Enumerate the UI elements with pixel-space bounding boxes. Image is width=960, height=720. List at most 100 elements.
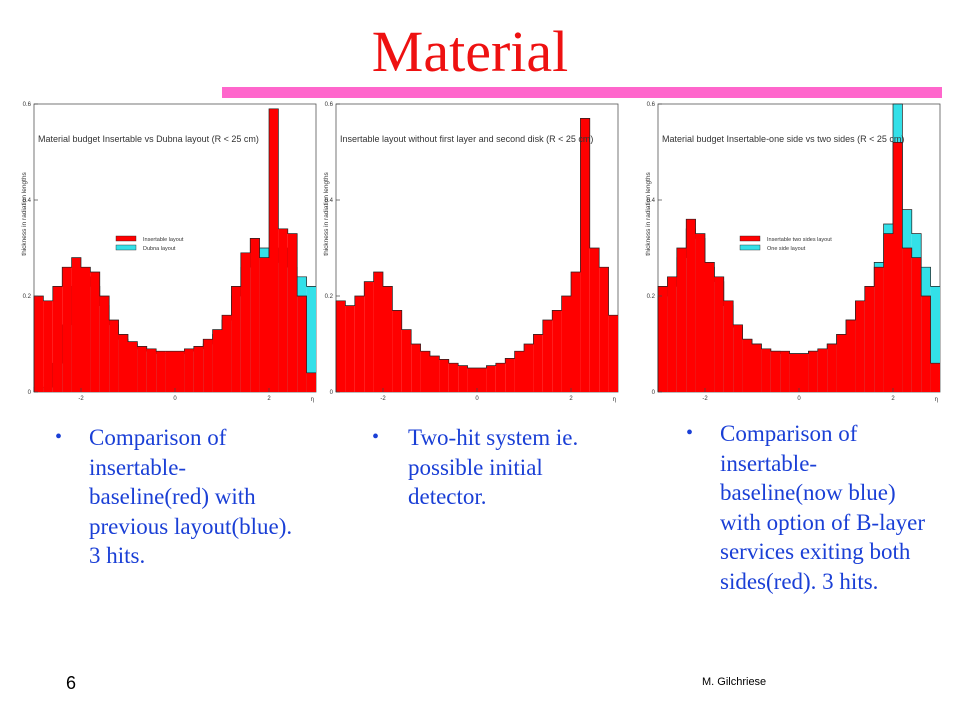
bar-red-1 [667, 276, 677, 392]
bar-red-0 [34, 296, 44, 392]
bar-red-16 [808, 351, 818, 392]
bar-red-12 [770, 351, 781, 392]
bar-red-1 [43, 300, 53, 392]
legend-label-blue: One side layout [767, 246, 806, 252]
bar-red-18 [827, 344, 837, 392]
slide-title: Material [371, 19, 569, 84]
series-outline-red [657, 142, 940, 392]
bar-red-0 [336, 300, 346, 392]
bar-red-17 [495, 363, 506, 392]
bar-red-5 [705, 262, 715, 392]
legend-label-blue: Dubna layout [143, 246, 176, 252]
bar-red-8 [411, 344, 421, 392]
bar-red-3 [364, 281, 374, 392]
bar-red-15 [477, 368, 487, 392]
bar-red-4 [373, 272, 383, 392]
legend-label-red: Insertable two sides layout [767, 237, 832, 243]
legend-swatch-blue [739, 244, 761, 251]
bullet-3: • Comparison of insertable-baseline(now … [686, 419, 936, 596]
x-axis-label: η [613, 397, 616, 403]
bullet-1-marker: • [55, 426, 63, 448]
bar-red-26 [580, 118, 590, 393]
bar-red-23 [874, 267, 884, 392]
bar-red-5 [383, 286, 393, 392]
bar-red-22 [864, 286, 875, 392]
legend-swatch-blue [115, 244, 137, 251]
bar-red-21 [231, 286, 241, 392]
legend-swatch-red [115, 235, 137, 242]
bar-red-5 [81, 267, 91, 392]
bar-red-25 [269, 108, 279, 393]
bar-red-18 [505, 358, 515, 392]
bar-red-19 [836, 334, 846, 392]
plot-title: Material budget Insertable-one side vs t… [662, 134, 904, 144]
y-tick-label: 0.6 [647, 102, 656, 108]
bar-red-11 [439, 359, 449, 392]
bullet-1-text: Comparison of insertable-baseline(red) w… [89, 425, 293, 568]
bar-red-10 [128, 341, 138, 392]
bar-red-28 [921, 296, 931, 392]
bar-red-13 [780, 351, 790, 392]
bar-red-18 [203, 339, 213, 392]
chart-panel-1: 0 0.2 0.4 0.6 -2 0 2 η thickness in radiation le… [20, 100, 330, 410]
bar-red-19 [212, 329, 222, 392]
bullet-2: • Two-hit system ie. possible initial de… [372, 423, 622, 512]
y-tick-label: 0 [330, 390, 334, 396]
chart-panel-3: 0 0.2 0.4 0.6 -2 0 2 η thickness in radiation le… [644, 100, 954, 410]
bar-red-7 [723, 300, 734, 392]
bar-red-13 [156, 351, 166, 392]
series-outline-red [33, 108, 316, 392]
series-outline-red [335, 118, 618, 392]
y-axis-label: thickness in radiation lengths [21, 172, 28, 256]
bar-red-29 [930, 363, 940, 392]
plot-title: Insertable layout without first layer an… [340, 134, 593, 144]
bar-red-19 [514, 351, 524, 392]
bar-red-27 [589, 248, 600, 392]
bar-red-6 [714, 276, 724, 392]
bar-red-11 [761, 348, 771, 392]
legend-swatch-red [739, 235, 761, 242]
bar-red-2 [52, 286, 63, 392]
x-tick-label: -2 [380, 396, 386, 402]
y-tick-label: 0.6 [325, 102, 334, 108]
x-tick-label: 0 [173, 396, 177, 402]
bar-red-29 [306, 372, 316, 392]
author-footer: M. Gilchriese [702, 676, 767, 688]
bullet-1: • Comparison of insertable-baseline(red)… [55, 423, 295, 571]
bar-red-13 [458, 365, 468, 392]
bar-red-9 [118, 334, 128, 392]
y-tick-label: 0 [28, 390, 32, 396]
bar-red-6 [90, 272, 100, 392]
bar-red-14 [467, 368, 477, 392]
y-tick-label: 0 [652, 390, 656, 396]
x-tick-label: -2 [702, 396, 708, 402]
y-tick-label: 0.4 [23, 198, 32, 204]
bar-red-20 [846, 320, 856, 392]
x-tick-label: 2 [267, 396, 271, 402]
bar-red-27 [911, 257, 922, 392]
x-tick-label: -2 [78, 396, 84, 402]
legend-label-red: Insertable layout [143, 237, 184, 243]
bar-red-28 [297, 296, 307, 392]
page-number: 6 [66, 673, 77, 693]
bar-red-9 [742, 339, 752, 392]
bar-red-14 [165, 351, 175, 392]
chart-insertable-vs-dubna: 0 0.2 0.4 0.6 -2 0 2 η thickness in radiation le… [21, 102, 317, 403]
bullet-2-marker: • [372, 426, 380, 448]
bar-blue-29 [930, 286, 940, 392]
bar-red-29 [608, 315, 618, 392]
bar-red-22 [542, 320, 553, 392]
y-tick-label: 0.2 [647, 294, 656, 300]
bar-red-28 [599, 267, 609, 392]
bar-red-10 [430, 356, 440, 392]
bar-red-9 [420, 351, 430, 392]
bar-red-25 [571, 272, 581, 392]
bar-red-16 [184, 348, 194, 392]
bullet-2-text: Two-hit system ie. possible initial dete… [408, 425, 579, 509]
bar-red-24 [883, 233, 893, 392]
bar-red-17 [817, 348, 828, 392]
y-tick-label: 0.4 [647, 198, 656, 204]
bar-red-6 [392, 310, 402, 392]
y-axis-label: thickness in radiation lengths [323, 172, 330, 256]
bar-red-27 [287, 233, 298, 392]
